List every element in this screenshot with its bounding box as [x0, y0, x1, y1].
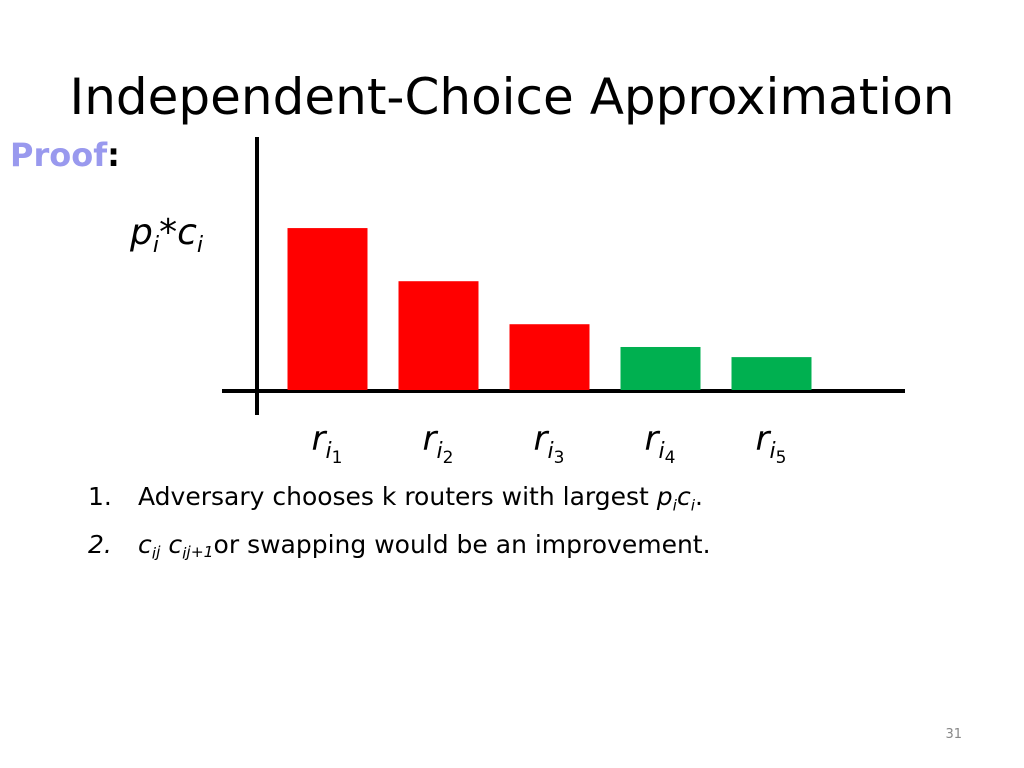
text-run: p — [130, 212, 153, 253]
proof-colon: : — [107, 136, 120, 174]
text-run: i — [151, 544, 157, 563]
category-subsub: 4 — [665, 448, 676, 468]
text-run: c — [160, 530, 183, 559]
category-subsub: 1 — [332, 448, 343, 468]
x-tick-label: ri5 — [756, 419, 787, 468]
text-run: c — [676, 482, 691, 511]
bar — [398, 281, 479, 390]
category-main: r — [534, 419, 550, 459]
category-sub: i — [769, 439, 775, 464]
text-run: c — [177, 212, 197, 253]
proof-label: Proof: — [10, 136, 120, 174]
x-tick-label: ri1 — [312, 419, 343, 468]
category-sub: i — [547, 439, 553, 464]
category-subsub: 2 — [443, 448, 454, 468]
y-axis-label: pi*ci — [130, 212, 203, 258]
category-main: r — [756, 419, 772, 459]
text-run: j+1 — [186, 542, 214, 561]
bar — [287, 228, 368, 390]
text-run: * — [159, 212, 178, 253]
text-run: c — [138, 530, 152, 559]
x-tick-label: ri2 — [423, 419, 454, 468]
list-item: 1. Adversary chooses k routers with large… — [88, 482, 703, 514]
text-run: . — [695, 482, 703, 511]
list-marker: 2. — [88, 530, 112, 559]
text-run: i — [690, 496, 695, 515]
text-run: p — [656, 482, 673, 511]
proof-word: Proof — [10, 136, 108, 174]
list-item: 2. cij cij+1or swapping would be an impro… — [88, 530, 711, 562]
bar — [731, 357, 812, 390]
category-sub: i — [658, 439, 664, 464]
x-tick-label: ri3 — [534, 419, 565, 468]
category-main: r — [312, 419, 328, 459]
text-run: i — [672, 496, 677, 515]
category-subsub: 5 — [776, 448, 787, 468]
list-marker: 1. — [88, 482, 112, 511]
text-run: i — [196, 231, 204, 258]
bar — [620, 346, 701, 390]
page-number: 31 — [945, 727, 962, 742]
text-run: or swapping would be an improvement. — [213, 530, 711, 559]
category-sub: i — [325, 439, 331, 464]
category-subsub: 3 — [554, 448, 565, 468]
text-run: j — [156, 542, 161, 561]
slide-title: Independent-Choice Approximation — [69, 68, 955, 126]
text-run: i — [152, 231, 160, 258]
category-main: r — [423, 419, 439, 459]
bar — [509, 324, 590, 390]
category-sub: i — [436, 439, 442, 464]
text-run: Adversary chooses k routers with largest — [138, 482, 657, 511]
x-tick-label: ri4 — [645, 419, 676, 468]
text-run: i — [182, 544, 187, 563]
category-main: r — [645, 419, 661, 459]
